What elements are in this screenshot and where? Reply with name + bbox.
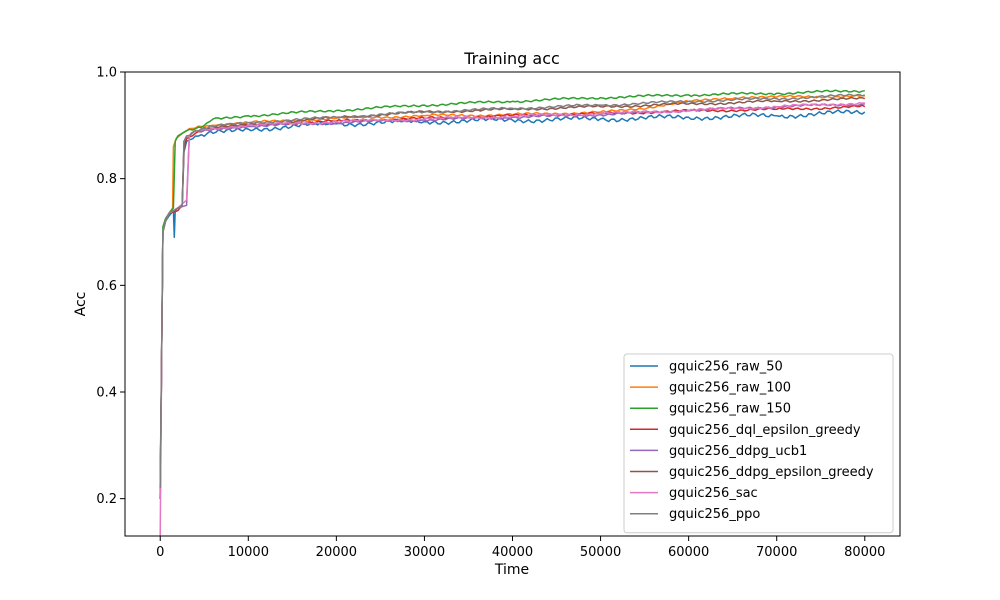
x-tick-label: 70000 (756, 545, 797, 560)
series-line-gquic256_raw_50 (159, 109, 866, 489)
y-tick-label: 0.6 (96, 279, 117, 294)
series-group (159, 89, 866, 537)
series-line-gquic256_raw_150 (159, 89, 865, 499)
legend-label: gquic256_raw_100 (669, 381, 791, 396)
legend-label: gquic256_sac (669, 486, 758, 501)
legend-label: gquic256_raw_50 (669, 360, 783, 375)
y-tick-label: 1.0 (96, 66, 117, 81)
x-tick-label: 0 (156, 545, 164, 560)
axes: 0 10000 20000 30000 40000 50000 60000 70000 8000… (96, 66, 901, 560)
series-line-gquic256_ppo (159, 93, 866, 489)
y-tick-label: 0.4 (96, 386, 117, 401)
y-axis-label: Acc (73, 292, 89, 317)
x-tick-label: 10000 (228, 545, 269, 560)
x-tick-label: 20000 (316, 545, 357, 560)
x-tick-label: 50000 (580, 545, 621, 560)
legend-label: gquic256_ddpg_ucb1 (669, 444, 807, 459)
legend-box (623, 353, 894, 534)
legend-label: gquic256_raw_150 (669, 402, 791, 417)
legend-label: gquic256_ddpg_epsilon_greedy (669, 465, 874, 480)
legend: gquic256_raw_50 gquic256_raw_100 gquic256_… (623, 353, 894, 534)
y-tick-label: 0.8 (96, 172, 117, 187)
x-tick-label: 80000 (844, 545, 885, 560)
y-tick-label: 0.2 (96, 492, 117, 507)
x-tick-label: 60000 (668, 545, 709, 560)
series-line-gquic256_sac (159, 101, 865, 537)
x-tick-label: 30000 (404, 545, 445, 560)
chart-title: Training acc (463, 49, 560, 68)
legend-label: gquic256_ppo (669, 507, 760, 522)
x-axis-label: Time (494, 562, 529, 578)
x-tick-label: 40000 (492, 545, 533, 560)
legend-label: gquic256_dql_epsilon_greedy (669, 423, 861, 438)
